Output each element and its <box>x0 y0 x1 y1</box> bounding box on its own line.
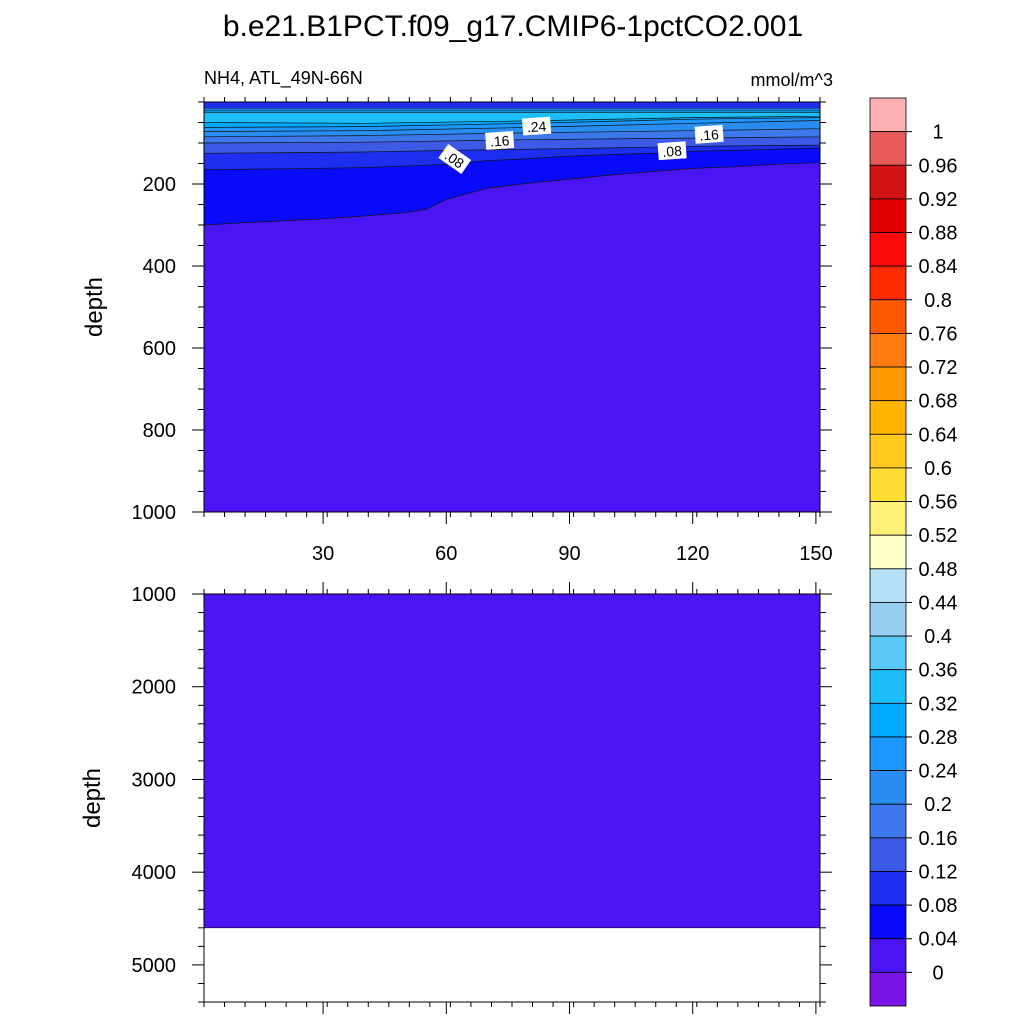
contour-label-text: .08 <box>662 143 683 160</box>
contour-label-box <box>485 130 515 150</box>
colorbar-swatch <box>869 198 907 233</box>
colorbar-label: 0.32 <box>919 693 958 715</box>
colorbar-swatch <box>869 871 907 906</box>
contour-label-text: .16 <box>699 126 720 143</box>
colorbar-swatch <box>869 568 907 603</box>
colorbar-label: 0.72 <box>919 357 958 379</box>
colorbar-label: 0.28 <box>919 727 958 749</box>
colorbar-swatch <box>869 433 907 469</box>
colorbar-label: 0.48 <box>919 559 958 581</box>
upper-ylabel: depth <box>81 277 108 337</box>
colorbar-label: 0.76 <box>919 323 958 345</box>
contour-label: .16 <box>485 130 515 150</box>
colorbar-label: 0.92 <box>919 189 958 211</box>
colorbar-label: 0.4 <box>924 626 952 648</box>
colorbar-label: 0.52 <box>919 525 958 547</box>
contour-label-box <box>694 124 724 144</box>
lower-panel: 1000 2000 3000 4000 5000 depth <box>79 582 832 1014</box>
colorbar-label: 0.68 <box>919 391 958 413</box>
panel-subtitle-left: NH4, ATL_49N-66N <box>204 68 363 89</box>
colorbar-swatch <box>869 702 907 738</box>
colorbar-label: 0.8 <box>924 290 952 312</box>
lower-ylabel: depth <box>79 768 106 828</box>
colorbar-label: 0.56 <box>919 492 958 514</box>
colorbar-swatch <box>869 803 907 839</box>
colorbar-label: 0.04 <box>919 929 958 951</box>
colorbar-swatch <box>869 164 907 200</box>
colorbar-swatch <box>869 635 907 671</box>
colorbar-swatch <box>869 400 907 435</box>
contour-label: .24 <box>522 116 552 136</box>
colorbar-swatch <box>869 265 907 301</box>
upper-ytick-label: 400 <box>143 256 176 278</box>
colorbar-swatch <box>869 131 907 166</box>
upper-xtick-label: 60 <box>435 543 457 565</box>
contour-label-text: .16 <box>489 132 510 149</box>
colorbar-swatch <box>869 97 907 133</box>
colorbar-label: 0.96 <box>919 155 958 177</box>
upper-xtick-label: 30 <box>312 543 334 565</box>
colorbar-label: 0.08 <box>919 895 958 917</box>
colorbar-label: 0.44 <box>919 592 958 614</box>
lower-ytick-label: 4000 <box>132 862 177 884</box>
colorbar-swatch <box>869 333 907 368</box>
contour-label-box <box>438 143 472 174</box>
colorbar-swatch <box>869 232 907 267</box>
colorbar-label: 0.64 <box>919 424 958 446</box>
lower-field <box>203 593 821 929</box>
colorbar-swatch <box>869 770 907 805</box>
surface-band <box>204 102 820 109</box>
contour-label-box <box>657 141 687 161</box>
colorbar-swatch <box>869 501 907 536</box>
colorbar-swatch <box>869 602 907 637</box>
colorbar-swatch <box>869 299 907 334</box>
upper-ytick-label: 800 <box>143 420 176 442</box>
contour-label: .16 <box>694 124 724 144</box>
contour-label-box <box>522 116 552 136</box>
colorbar-swatch <box>869 534 907 570</box>
lower-ytick-label: 5000 <box>132 955 177 977</box>
lower-ytick-label: 1000 <box>132 584 177 606</box>
colorbar-label: 0.2 <box>924 794 952 816</box>
units-label: mmol/m^3 <box>751 70 833 90</box>
colorbar-legend: 1 0.96 0.92 0.88 0.84 0.8 0.76 0.72 0.68 0.64 0.6 0… <box>869 97 958 1007</box>
upper-ytick-label: 600 <box>143 338 176 360</box>
colorbar-swatch <box>869 736 907 771</box>
contour-label: .08 <box>657 141 687 161</box>
contour-label-text: .24 <box>526 118 547 135</box>
upper-xtick-label: 120 <box>676 543 709 565</box>
colorbar-swatch <box>869 467 907 502</box>
colorbar-label: 0.84 <box>919 256 958 278</box>
colorbar-swatch <box>869 837 907 872</box>
upper-xtick-label: 150 <box>799 543 832 565</box>
colorbar-label: 0.6 <box>924 458 952 480</box>
chart-title: b.e21.B1PCT.f09_g17.CMIP6-1pctCO2.001 <box>223 10 803 43</box>
colorbar-swatch <box>869 971 907 1007</box>
colorbar-label: 0.36 <box>919 660 958 682</box>
colorbar-label: 0 <box>932 962 943 984</box>
upper-ytick-label: 200 <box>143 174 176 196</box>
colorbar-label: 0.12 <box>919 861 958 883</box>
lower-ytick-label: 2000 <box>132 677 177 699</box>
upper-xtick-label: 90 <box>558 543 580 565</box>
colorbar-label: 1 <box>932 122 943 144</box>
upper-ytick-label: 1000 <box>132 502 177 524</box>
colorbar-label: 0.16 <box>919 828 958 850</box>
colorbar-swatch <box>869 669 907 704</box>
colorbar-label: 0.88 <box>919 223 958 245</box>
colorbar-swatch <box>869 938 907 973</box>
colorbar-label: 0.24 <box>919 761 958 783</box>
colorbar-swatch <box>869 904 907 940</box>
lower-ytick-label: 3000 <box>132 769 177 791</box>
colorbar-swatch <box>869 366 907 402</box>
